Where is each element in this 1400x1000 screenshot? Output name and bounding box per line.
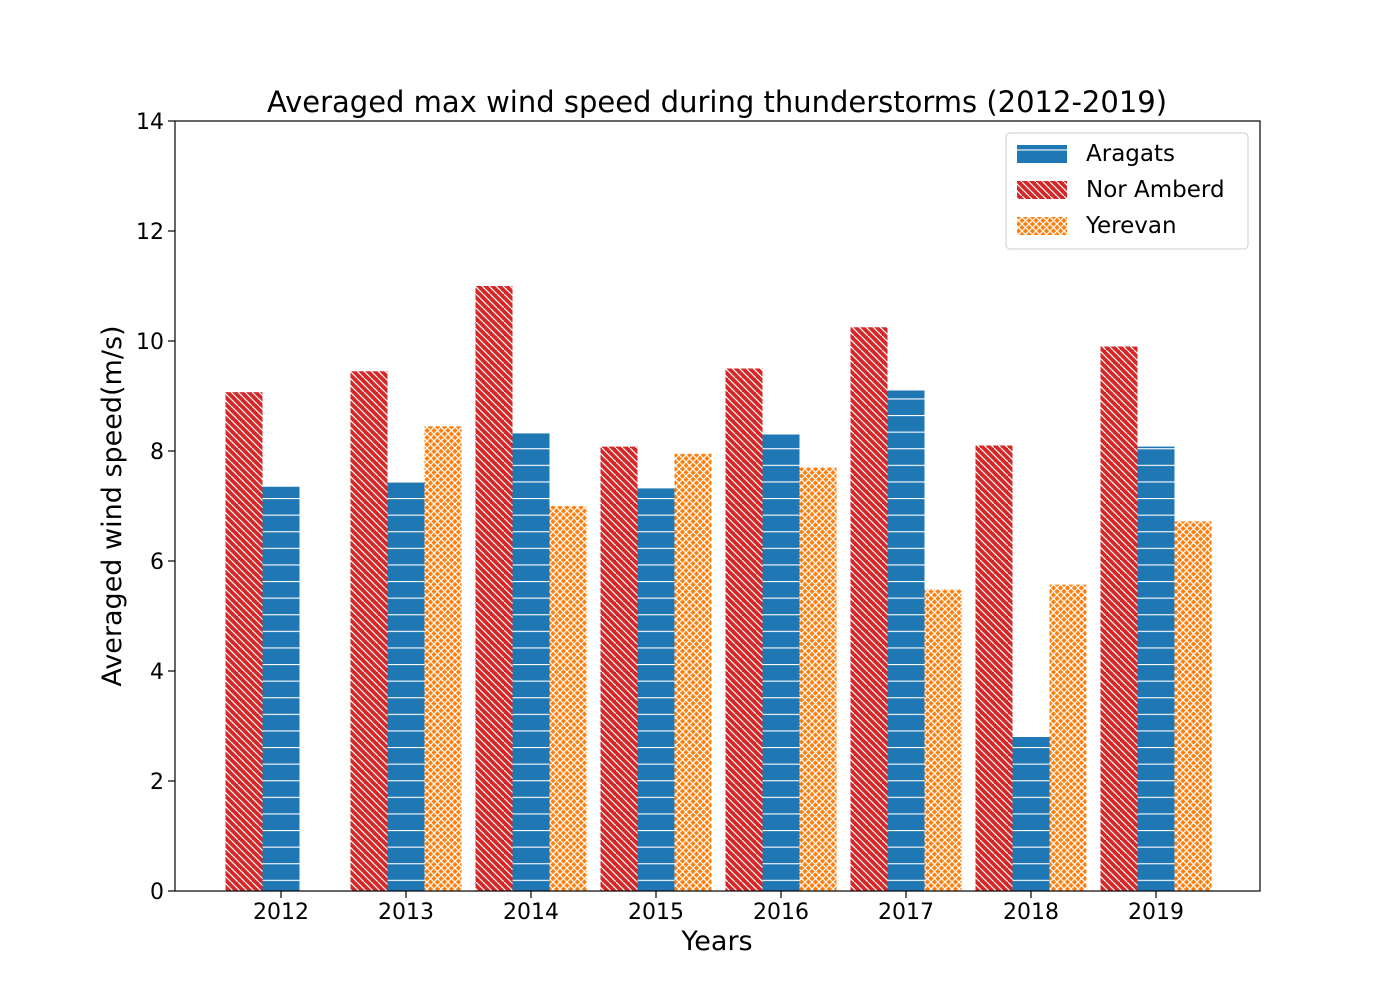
x-axis: 2012 2013 2014 2015 2016 2017 2018 2019 (253, 891, 1184, 925)
legend-swatch-yerevan (1017, 217, 1067, 235)
bar-nor-amberd-2013 (350, 371, 388, 891)
x-tick-label-2018: 2018 (1003, 900, 1059, 925)
y-axis: 0 2 4 6 8 10 12 14 (136, 110, 175, 905)
x-tick-label-2012: 2012 (253, 900, 309, 925)
bar-nor-amberd-2017 (850, 327, 888, 891)
bar-aragats-2013 (387, 482, 425, 891)
bar-aragats-2014 (512, 433, 550, 891)
legend-swatch-nor-amberd (1017, 181, 1067, 199)
bar-yerevan-2013 (424, 426, 462, 891)
x-tick-label-2015: 2015 (628, 900, 684, 925)
bar-yerevan-2017 (924, 589, 962, 891)
bar-aragats-2015 (637, 488, 675, 891)
bar-aragats-2012 (262, 486, 300, 891)
x-axis-label: Years (680, 926, 752, 957)
bars-group (225, 286, 1212, 891)
y-tick-label-0: 0 (150, 880, 164, 905)
bar-nor-amberd-2018 (975, 445, 1013, 891)
bar-aragats-2018 (1012, 737, 1050, 891)
y-tick-label-10: 10 (136, 330, 164, 355)
bar-aragats-2017 (887, 390, 925, 891)
bar-nor-amberd-2016 (725, 368, 763, 891)
bar-yerevan-2019 (1174, 521, 1212, 891)
bar-aragats-2019 (1137, 446, 1175, 891)
y-axis-label: Averaged wind speed(m/s) (97, 325, 128, 686)
x-tick-label-2019: 2019 (1128, 900, 1184, 925)
bar-yerevan-2014 (549, 506, 587, 891)
bar-yerevan-2018 (1049, 584, 1087, 891)
legend-swatch-aragats (1017, 145, 1067, 163)
plot-frame (174, 120, 1261, 892)
bar-nor-amberd-2019 (1100, 346, 1138, 891)
x-tick-label-2014: 2014 (503, 900, 559, 925)
y-tick-label-6: 6 (150, 550, 164, 575)
chart-title: Averaged max wind speed during thunderst… (267, 85, 1167, 119)
x-tick-label-2016: 2016 (753, 900, 809, 925)
bar-yerevan-2015 (674, 453, 712, 891)
bar-nor-amberd-2015 (600, 446, 638, 891)
y-tick-label-12: 12 (136, 220, 164, 245)
bar-yerevan-2016 (799, 467, 837, 891)
bar-aragats-2016 (762, 434, 800, 891)
y-tick-label-4: 4 (150, 660, 164, 685)
legend: Aragats Nor Amberd Yerevan (1005, 132, 1249, 250)
y-tick-label-8: 8 (150, 440, 164, 465)
legend-label-aragats: Aragats (1086, 141, 1175, 167)
y-tick-label-2: 2 (150, 770, 164, 795)
y-tick-label-14: 14 (136, 110, 164, 135)
bar-nor-amberd-2012 (225, 392, 263, 891)
legend-label-nor-amberd: Nor Amberd (1086, 177, 1225, 203)
bar-nor-amberd-2014 (475, 286, 513, 891)
x-tick-label-2017: 2017 (878, 900, 934, 925)
legend-label-yerevan: Yerevan (1085, 213, 1177, 239)
x-tick-label-2013: 2013 (378, 900, 434, 925)
